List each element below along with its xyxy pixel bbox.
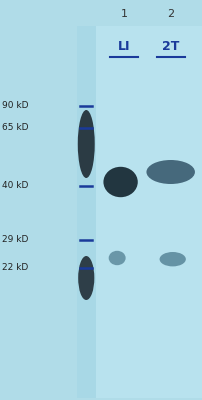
Text: 2T: 2T — [162, 40, 179, 52]
Text: 40 kD: 40 kD — [2, 182, 28, 190]
Ellipse shape — [78, 110, 95, 178]
Text: 29 kD: 29 kD — [2, 236, 28, 244]
Text: 65 kD: 65 kD — [2, 124, 28, 132]
FancyBboxPatch shape — [77, 26, 96, 398]
Text: 22 kD: 22 kD — [2, 264, 28, 272]
Text: 2: 2 — [167, 9, 174, 19]
FancyBboxPatch shape — [77, 26, 202, 398]
Ellipse shape — [78, 256, 94, 300]
Text: LI: LI — [118, 40, 130, 52]
Text: 1: 1 — [121, 9, 128, 19]
Text: 90 kD: 90 kD — [2, 102, 28, 110]
Ellipse shape — [109, 251, 126, 265]
Ellipse shape — [103, 167, 138, 197]
Ellipse shape — [146, 160, 195, 184]
Ellipse shape — [160, 252, 186, 266]
